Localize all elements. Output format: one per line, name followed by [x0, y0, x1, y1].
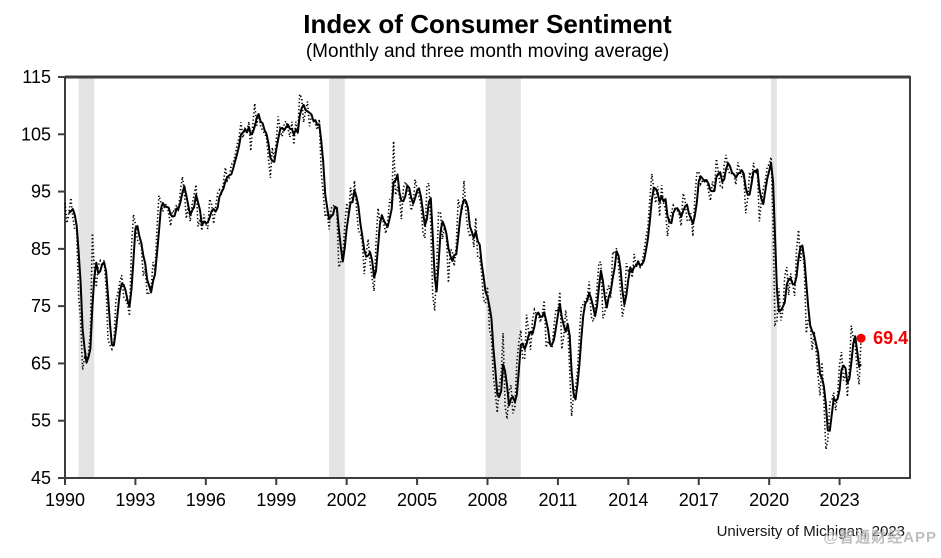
monthly-series-line: [64, 91, 862, 450]
chart-header: Index of Consumer Sentiment (Monthly and…: [65, 8, 910, 63]
watermark: @智通财经APP: [823, 529, 937, 546]
x-axis-tick-label: 2014: [608, 490, 648, 510]
x-axis-tick-label: 2017: [679, 490, 719, 510]
chart-subtitle: (Monthly and three month moving average): [305, 41, 670, 62]
y-axis-tick-label: 105: [21, 124, 51, 144]
y-axis-tick-label: 115: [22, 67, 51, 87]
x-axis-tick-label: 1999: [256, 490, 296, 510]
source-attribution: University of Michigan, 2023: [716, 523, 905, 540]
recession-band: [78, 77, 95, 478]
latest-value-dot: [856, 333, 866, 343]
y-axis-tick-label: 95: [31, 182, 51, 202]
y-axis-tick-label: 65: [31, 353, 51, 373]
y-axis-tick-label: 55: [31, 411, 51, 431]
x-axis-tick-label: 2020: [749, 490, 789, 510]
x-axis-tick-label: 2023: [820, 490, 860, 510]
x-axis-tick-label: 2005: [397, 490, 437, 510]
recession-band: [485, 77, 521, 478]
moving-average-line: [68, 103, 862, 432]
x-axis-tick-label: 1996: [186, 490, 226, 510]
y-axis-tick-label: 85: [31, 239, 51, 259]
x-axis-tick-label: 2011: [539, 490, 578, 510]
recession-band: [329, 77, 345, 478]
y-axis-tick-label: 75: [31, 296, 51, 316]
chart-title: Index of Consumer Sentiment: [303, 9, 672, 39]
x-axis-tick-label: 2002: [327, 490, 367, 510]
x-axis-tick-label: 1990: [45, 490, 85, 510]
x-axis-tick-label: 1993: [115, 490, 155, 510]
x-axis-tick-label: 2008: [467, 490, 507, 510]
latest-value-label: 69.4: [873, 328, 908, 348]
y-axis-tick-label: 45: [31, 468, 51, 488]
recession-band: [771, 77, 777, 478]
